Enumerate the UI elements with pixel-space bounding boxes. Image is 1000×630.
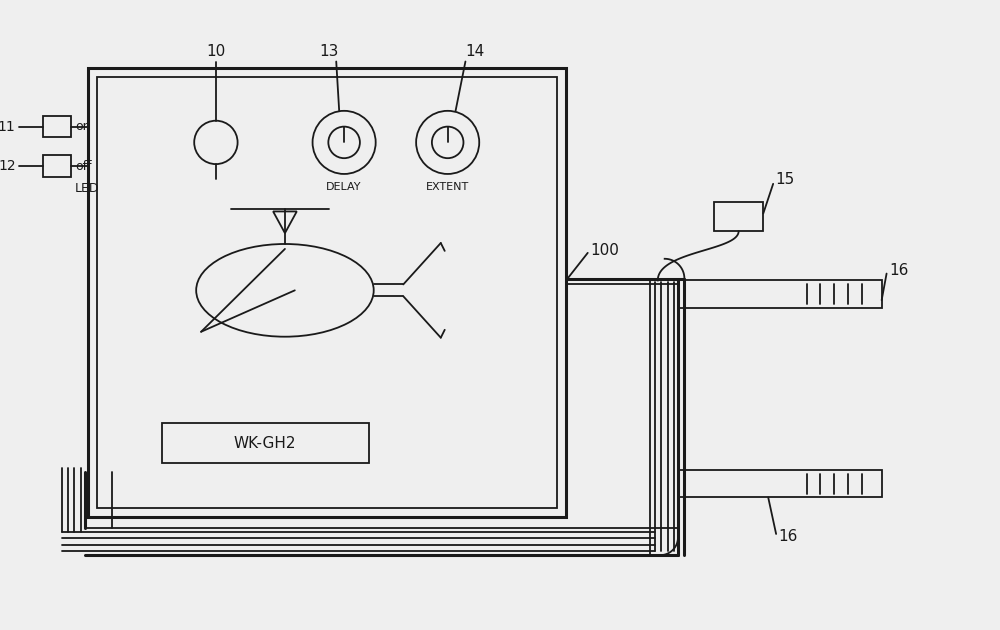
Text: EXTENT: EXTENT <box>426 182 469 192</box>
Bar <box>679 470 882 498</box>
Text: 11: 11 <box>0 120 16 134</box>
Text: off: off <box>75 159 91 173</box>
Text: 15: 15 <box>775 173 794 187</box>
Bar <box>43 116 71 137</box>
Text: 100: 100 <box>591 243 620 258</box>
Bar <box>43 155 71 177</box>
Text: 14: 14 <box>466 43 485 59</box>
Text: WK-GH2: WK-GH2 <box>234 436 296 450</box>
Text: 13: 13 <box>320 43 339 59</box>
Text: LED: LED <box>75 182 99 195</box>
Bar <box>88 69 566 517</box>
Text: 16: 16 <box>890 263 909 278</box>
Text: 16: 16 <box>778 529 797 544</box>
Text: 12: 12 <box>0 159 16 173</box>
Bar <box>162 423 369 463</box>
Text: on: on <box>75 120 90 133</box>
Bar <box>679 280 882 308</box>
Text: DELAY: DELAY <box>326 182 362 192</box>
Bar <box>714 202 763 231</box>
Text: 10: 10 <box>206 43 226 59</box>
Bar <box>97 77 557 508</box>
